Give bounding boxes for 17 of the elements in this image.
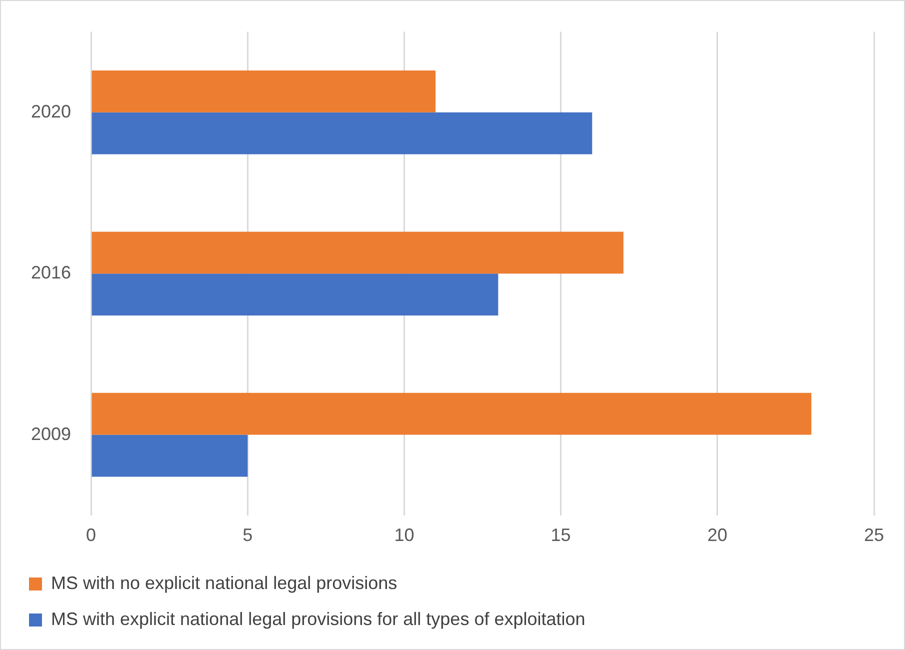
bar — [92, 232, 624, 274]
x-tick-label: 10 — [394, 525, 414, 546]
y-tick-label: 2009 — [30, 424, 72, 444]
bar — [92, 274, 498, 316]
x-tick-label: 15 — [550, 525, 571, 546]
bar — [92, 70, 436, 112]
x-tick-label: 20 — [707, 525, 728, 546]
x-tick-label: 0 — [86, 525, 96, 546]
x-tick-label: 5 — [242, 525, 253, 546]
bar — [92, 112, 592, 154]
bar — [92, 392, 812, 435]
legend-label: MS with explicit national legal provisions for all types of exploitation — [51, 608, 586, 629]
y-tick-label: 2016 — [30, 262, 72, 283]
y-tick-label: 2020 — [30, 101, 72, 122]
legend-label: MS with no explicit national legal provisions — [51, 572, 398, 593]
x-tick-label: 25 — [864, 525, 884, 546]
bar — [92, 434, 248, 477]
